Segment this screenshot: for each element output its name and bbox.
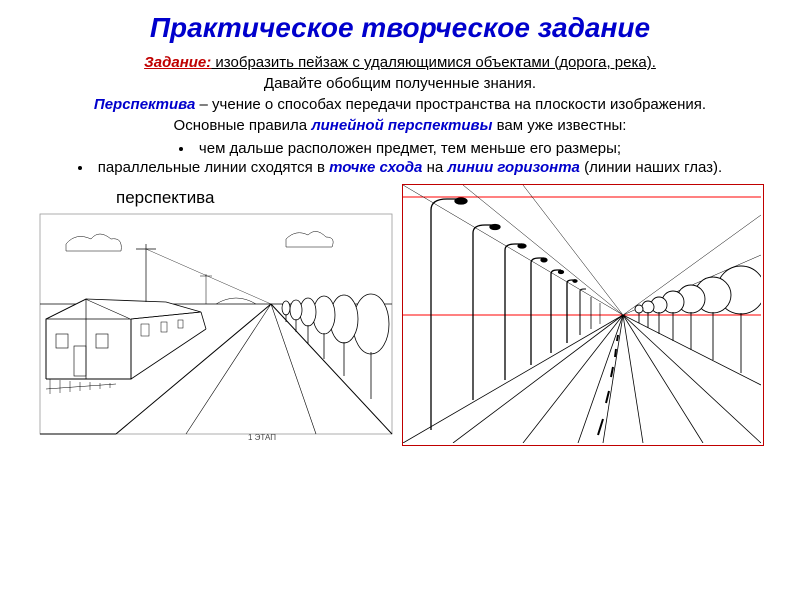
right-illustration (402, 184, 764, 446)
b2-pre: параллельные линии сходятся в (98, 159, 329, 176)
b2-mid: на (422, 159, 447, 176)
bullet-2: параллельные линии сходятся в точке сход… (30, 159, 770, 176)
intro-line: Давайте обобщим полученные знания. (30, 75, 770, 92)
rules-intro: Основные правила линейной перспективы ва… (30, 117, 770, 134)
bullet-list: чем дальше расположен предмет, тем меньш… (30, 140, 770, 176)
task-line: Задание: изобразить пейзаж с удаляющимис… (30, 54, 770, 71)
definition-line: Перспектива – учение о способах передачи… (30, 96, 770, 113)
rules-pre: Основные правила (174, 117, 312, 134)
term-linear: линейной перспективы (311, 117, 492, 134)
etap-label: 1 ЭТАП (248, 433, 276, 442)
right-svg (403, 185, 761, 443)
illustrations: перспектива (30, 184, 770, 446)
slide-title: Практическое творческое задание (30, 12, 770, 44)
rules-post: вам уже известны: (492, 117, 626, 134)
left-label: перспектива (116, 188, 214, 208)
left-svg (36, 184, 396, 444)
bullet-1: чем дальше расположен предмет, тем меньш… (30, 140, 770, 157)
task-text: изобразить пейзаж с удаляющимися объекта… (211, 54, 656, 71)
term-vp: точке схода (329, 159, 422, 176)
left-illustration: перспектива (36, 184, 396, 444)
term-horizon: линии горизонта (447, 159, 580, 176)
b2-post: (линии наших глаз). (580, 159, 722, 176)
task-label: Задание: (144, 54, 211, 71)
term-perspective: Перспектива (94, 96, 195, 113)
definition-text: – учение о способах передачи пространств… (195, 96, 706, 113)
